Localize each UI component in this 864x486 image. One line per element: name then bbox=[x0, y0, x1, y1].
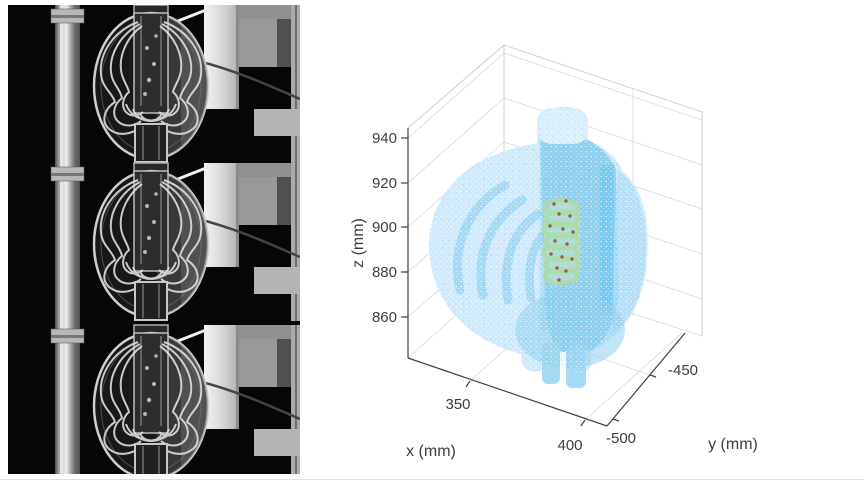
x-tick-label: 350 bbox=[445, 396, 470, 413]
point-cloud-coil bbox=[541, 198, 582, 285]
z-tick-label: 880 bbox=[372, 264, 397, 281]
bottom-divider bbox=[0, 479, 864, 480]
y-tick-label: -450 bbox=[668, 362, 698, 379]
point-cloud-shell bbox=[428, 106, 648, 388]
x-tick-label: 400 bbox=[557, 437, 582, 454]
plot-panel: 940 920 900 880 860 350 400 -450 -500 z … bbox=[300, 0, 864, 486]
scatter3d-axes: 940 920 900 880 860 350 400 -450 -500 z … bbox=[350, 44, 758, 460]
z-tick-label: 940 bbox=[372, 130, 397, 147]
marker-points bbox=[548, 199, 575, 282]
y-tick-label: -500 bbox=[606, 430, 636, 447]
photo-strip bbox=[8, 5, 300, 474]
photo-panel bbox=[0, 0, 300, 486]
x-axis-label: x (mm) bbox=[406, 443, 456, 460]
y-axis-label: y (mm) bbox=[708, 436, 758, 453]
x-axis bbox=[407, 357, 608, 427]
z-axis-label: z (mm) bbox=[350, 218, 367, 268]
z-tick-label: 900 bbox=[372, 219, 397, 236]
y-axis bbox=[606, 332, 686, 427]
z-tick-label: 860 bbox=[372, 309, 397, 326]
z-axis bbox=[401, 128, 409, 358]
z-tick-label: 920 bbox=[372, 175, 397, 192]
